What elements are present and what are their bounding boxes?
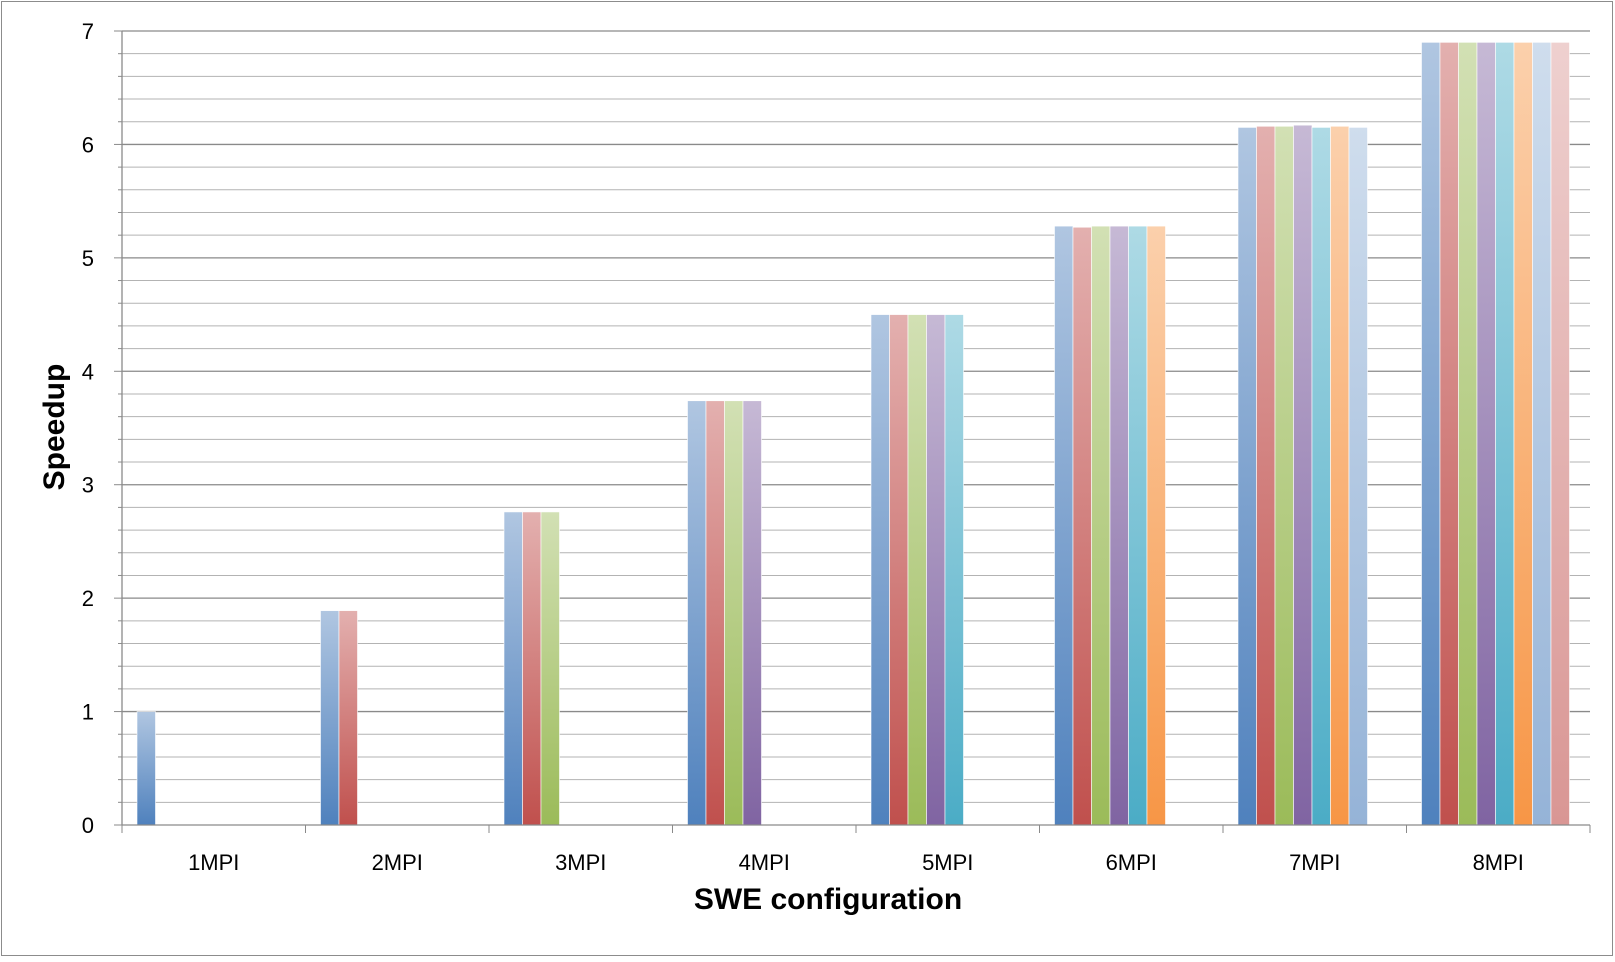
- bar-7MPI-series-6: [1330, 125, 1350, 826]
- bar-4MPI-series-4: [742, 400, 762, 826]
- y-tick-label: 4: [82, 359, 94, 384]
- bar-3MPI-series-1: [503, 511, 523, 826]
- y-axis-title: Speedup: [38, 364, 71, 491]
- bar-8MPI-series-8: [1550, 42, 1570, 826]
- bar-6MPI-series-3: [1091, 225, 1111, 826]
- bar-7MPI-series-4: [1293, 124, 1313, 826]
- bar-3MPI-series-2: [522, 511, 542, 826]
- major-gridlines: [122, 30, 1590, 713]
- x-tick-label: 6MPI: [1106, 850, 1157, 875]
- bar-8MPI-series-6: [1513, 42, 1533, 826]
- y-tick-label: 3: [82, 473, 94, 498]
- x-tick-label: 1MPI: [188, 850, 239, 875]
- bar-7MPI-series-7: [1348, 127, 1368, 826]
- bar-5MPI-series-3: [907, 314, 927, 826]
- y-tick-label: 1: [82, 700, 94, 725]
- bar-6MPI-series-1: [1054, 225, 1074, 826]
- bars: [136, 42, 1570, 826]
- x-tick-label: 2MPI: [372, 850, 423, 875]
- y-tick-labels: 0 1 2 3 4 5 6 7: [82, 19, 94, 838]
- bar-2MPI-series-1: [320, 610, 340, 826]
- y-tick-label: 2: [82, 586, 94, 611]
- bar-5MPI-series-5: [944, 314, 964, 826]
- bar-4MPI-series-2: [705, 400, 725, 826]
- bar-6MPI-series-6: [1146, 225, 1166, 826]
- bar-6MPI-series-4: [1109, 225, 1129, 826]
- bar-5MPI-series-1: [870, 314, 890, 826]
- bar-4MPI-series-3: [724, 400, 744, 826]
- bar-3MPI-series-3: [540, 511, 560, 826]
- bar-8MPI-series-7: [1532, 42, 1552, 826]
- bar-1MPI-series-1: [136, 711, 156, 826]
- bar-2MPI-series-2: [338, 610, 358, 826]
- bar-8MPI-series-2: [1439, 42, 1459, 826]
- bar-5MPI-series-2: [889, 314, 909, 826]
- x-tick-labels: 1MPI 2MPI 3MPI 4MPI 5MPI 6MPI 7MPI 8MPI: [188, 850, 1524, 875]
- x-tick-label: 7MPI: [1289, 850, 1340, 875]
- bar-8MPI-series-4: [1476, 42, 1496, 826]
- x-tick-label: 3MPI: [555, 850, 606, 875]
- x-axis-title: SWE configuration: [694, 883, 962, 916]
- bar-6MPI-series-5: [1128, 225, 1148, 826]
- axes: [114, 30, 1591, 833]
- bar-7MPI-series-5: [1311, 127, 1331, 826]
- y-tick-label: 0: [82, 813, 94, 838]
- bar-8MPI-series-1: [1421, 42, 1441, 826]
- bar-7MPI-series-2: [1256, 125, 1276, 826]
- bar-6MPI-series-2: [1072, 226, 1092, 826]
- y-tick-label: 6: [82, 132, 94, 157]
- y-tick-label: 5: [82, 246, 94, 271]
- y-tick-label: 7: [82, 19, 94, 44]
- bar-5MPI-series-4: [926, 314, 946, 826]
- x-tick-label: 5MPI: [922, 850, 973, 875]
- bar-8MPI-series-5: [1495, 42, 1515, 826]
- bar-8MPI-series-3: [1458, 42, 1478, 826]
- bar-7MPI-series-3: [1274, 125, 1294, 826]
- x-tick-label: 4MPI: [739, 850, 790, 875]
- bar-4MPI-series-1: [687, 400, 707, 826]
- x-tick-label: 8MPI: [1473, 850, 1524, 875]
- bar-7MPI-series-1: [1237, 127, 1257, 826]
